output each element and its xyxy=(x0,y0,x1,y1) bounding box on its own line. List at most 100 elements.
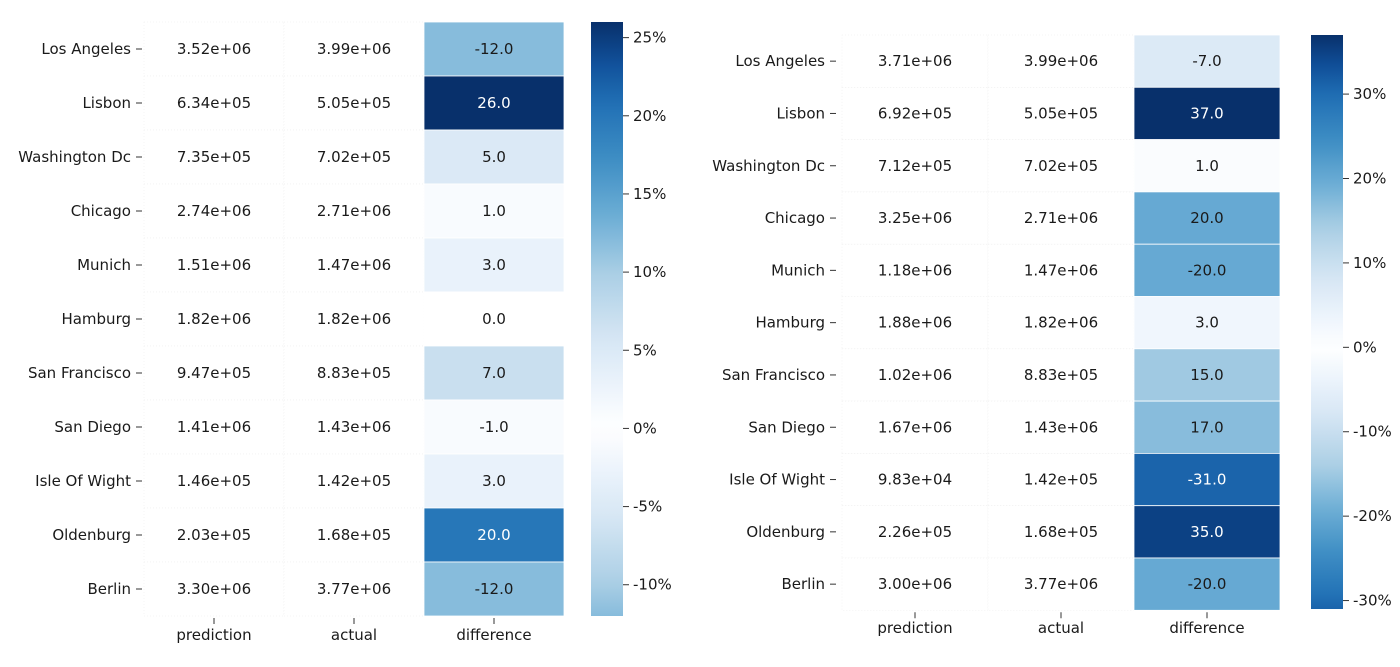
prediction-cell xyxy=(841,139,989,193)
prediction-cell xyxy=(841,557,989,611)
difference-value: 37.0 xyxy=(1190,104,1223,122)
prediction-value: 3.52e+06 xyxy=(177,40,251,58)
prediction-value: 1.82e+06 xyxy=(177,310,251,328)
difference-cell xyxy=(1133,139,1281,193)
difference-value: -12.0 xyxy=(475,580,514,598)
row-label: Los Angeles xyxy=(735,52,825,70)
colorbar-tick-label: 20% xyxy=(633,107,666,125)
actual-cell xyxy=(987,453,1135,506)
row-label: Los Angeles xyxy=(41,40,131,58)
prediction-value: 2.03e+05 xyxy=(177,526,251,544)
row-label: San Francisco xyxy=(28,364,131,382)
prediction-value: 2.74e+06 xyxy=(177,202,251,220)
actual-value: 2.71e+06 xyxy=(1024,209,1098,227)
prediction-cell xyxy=(143,345,285,401)
difference-value: 20.0 xyxy=(477,526,510,544)
difference-value: 5.0 xyxy=(482,148,506,166)
difference-value: 3.0 xyxy=(1195,314,1219,332)
difference-cell xyxy=(1133,400,1281,454)
difference-value: -31.0 xyxy=(1188,471,1227,489)
prediction-value: 7.12e+05 xyxy=(878,157,952,175)
difference-value: 7.0 xyxy=(482,364,506,382)
row-label: Oldenburg xyxy=(52,526,131,544)
difference-value: 1.0 xyxy=(482,202,506,220)
prediction-cell xyxy=(841,453,989,506)
difference-value: -20.0 xyxy=(1188,575,1227,593)
actual-cell xyxy=(987,34,1135,88)
actual-value: 1.82e+06 xyxy=(1024,314,1098,332)
actual-cell xyxy=(283,129,425,185)
colorbar-tick-label: -10% xyxy=(633,576,672,594)
difference-value: 15.0 xyxy=(1190,366,1223,384)
colorbar-tick-label: 25% xyxy=(633,29,666,47)
difference-cell xyxy=(423,21,565,77)
prediction-value: 1.51e+06 xyxy=(177,256,251,274)
row-label: Munich xyxy=(771,261,825,279)
prediction-cell xyxy=(841,400,989,454)
prediction-value: 3.25e+06 xyxy=(878,209,952,227)
colorbar-tick-label: 0% xyxy=(1353,338,1377,356)
prediction-cell xyxy=(143,21,285,77)
row-label: Hamburg xyxy=(61,310,131,328)
actual-value: 3.99e+06 xyxy=(1024,52,1098,70)
actual-cell xyxy=(283,183,425,239)
prediction-value: 7.35e+05 xyxy=(177,148,251,166)
difference-value: 0.0 xyxy=(482,310,506,328)
row-label: San Diego xyxy=(748,418,825,436)
difference-cell xyxy=(1133,452,1281,507)
difference-cell xyxy=(423,507,565,563)
actual-value: 1.68e+05 xyxy=(317,526,391,544)
colorbar-tick-label: 15% xyxy=(633,185,666,203)
actual-value: 2.71e+06 xyxy=(317,202,391,220)
difference-cell xyxy=(423,399,565,455)
difference-value: 26.0 xyxy=(477,94,510,112)
actual-value: 8.83e+05 xyxy=(317,364,391,382)
colorbar-tick-label: -5% xyxy=(633,498,662,516)
actual-cell xyxy=(283,507,425,563)
row-label: Washington Dc xyxy=(712,157,825,175)
prediction-cell xyxy=(143,507,285,563)
prediction-cell xyxy=(841,191,989,245)
prediction-value: 2.26e+05 xyxy=(878,523,952,541)
colorbar xyxy=(591,22,623,616)
actual-value: 1.68e+05 xyxy=(1024,523,1098,541)
row-label: San Francisco xyxy=(722,366,825,384)
actual-cell xyxy=(987,505,1135,559)
actual-cell xyxy=(987,243,1135,297)
row-label: Chicago xyxy=(765,209,825,227)
difference-value: 1.0 xyxy=(1195,157,1219,175)
colorbar xyxy=(1311,35,1343,609)
column-label: actual xyxy=(331,626,377,644)
actual-cell xyxy=(283,75,425,131)
difference-value: -20.0 xyxy=(1188,261,1227,279)
actual-cell xyxy=(987,139,1135,193)
row-label: San Diego xyxy=(54,418,131,436)
colorbar-tick-label: 10% xyxy=(633,263,666,281)
actual-value: 1.82e+06 xyxy=(317,310,391,328)
difference-cell xyxy=(423,75,565,131)
prediction-value: 1.88e+06 xyxy=(878,314,952,332)
column-label: difference xyxy=(1169,619,1244,637)
prediction-value: 1.41e+06 xyxy=(177,418,251,436)
colorbar-tick-label: 0% xyxy=(633,419,657,437)
prediction-cell xyxy=(841,34,989,88)
row-label: Lisbon xyxy=(82,94,131,112)
row-label: Washington Dc xyxy=(18,148,131,166)
prediction-cell xyxy=(841,348,989,402)
row-label: Oldenburg xyxy=(746,523,825,541)
row-label: Isle Of Wight xyxy=(35,472,131,490)
difference-value: 3.0 xyxy=(482,472,506,490)
prediction-value: 9.47e+05 xyxy=(177,364,251,382)
difference-cell xyxy=(1133,243,1281,297)
difference-cell xyxy=(423,129,565,185)
actual-value: 1.43e+06 xyxy=(317,418,391,436)
actual-value: 1.47e+06 xyxy=(317,256,391,274)
prediction-value: 1.67e+06 xyxy=(878,418,952,436)
difference-value: 20.0 xyxy=(1190,209,1223,227)
prediction-cell xyxy=(841,505,989,559)
difference-cell xyxy=(423,183,565,239)
row-label: Munich xyxy=(77,256,131,274)
difference-cell xyxy=(1133,557,1281,611)
prediction-cell xyxy=(143,453,285,509)
